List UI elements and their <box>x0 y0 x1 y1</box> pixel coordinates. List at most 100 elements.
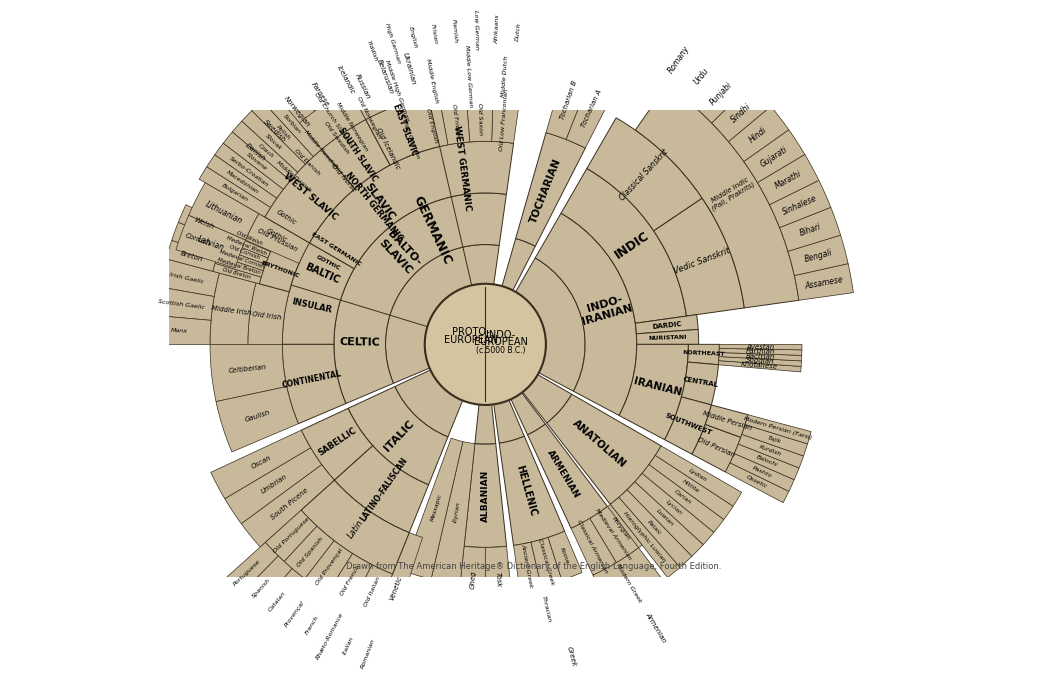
Text: Middle Persian: Middle Persian <box>701 410 752 431</box>
Wedge shape <box>794 264 854 300</box>
Text: EAST GERMANIC: EAST GERMANIC <box>310 231 361 266</box>
Wedge shape <box>215 542 278 605</box>
Wedge shape <box>282 344 346 424</box>
Text: SABELLIC: SABELLIC <box>316 426 358 458</box>
Wedge shape <box>635 85 799 308</box>
Text: Norwegian: Norwegian <box>282 95 311 128</box>
Wedge shape <box>189 182 259 240</box>
Text: Serbo-Croatian: Serbo-Croatian <box>228 155 270 187</box>
Wedge shape <box>230 556 292 620</box>
Text: Cornish: Cornish <box>184 233 211 247</box>
Text: Ossetic: Ossetic <box>746 475 768 490</box>
Text: Yiddish: Yiddish <box>365 39 378 62</box>
Text: IRANIAN: IRANIAN <box>632 376 683 398</box>
Text: Sindhi: Sindhi <box>729 102 753 125</box>
Text: Old Prussian: Old Prussian <box>257 227 298 252</box>
Text: Middle Swedish: Middle Swedish <box>304 129 339 170</box>
Wedge shape <box>485 546 513 613</box>
Text: Koine: Koine <box>559 546 569 565</box>
Wedge shape <box>431 441 475 584</box>
Wedge shape <box>406 141 514 205</box>
Text: Polish: Polish <box>275 125 291 142</box>
Text: Tajik: Tajik <box>767 435 782 444</box>
Wedge shape <box>743 129 805 182</box>
Text: Middle Indic
(Pali, Prakrits): Middle Indic (Pali, Prakrits) <box>707 175 756 212</box>
Text: INSULAR: INSULAR <box>291 297 333 315</box>
Text: Middle Danish: Middle Danish <box>275 160 312 193</box>
Text: Bengali: Bengali <box>803 248 833 264</box>
Text: Macedonian: Macedonian <box>225 170 259 195</box>
Wedge shape <box>665 397 712 454</box>
Wedge shape <box>225 448 322 524</box>
Wedge shape <box>247 283 289 344</box>
Wedge shape <box>396 10 428 66</box>
Text: Sorbian: Sorbian <box>282 114 303 135</box>
Text: Frisian: Frisian <box>429 23 438 45</box>
Wedge shape <box>494 400 525 443</box>
Wedge shape <box>200 167 271 217</box>
Wedge shape <box>241 464 335 547</box>
Wedge shape <box>332 104 371 150</box>
Wedge shape <box>528 424 607 528</box>
Text: Modern Persian (Farsi): Modern Persian (Farsi) <box>743 416 812 441</box>
Wedge shape <box>705 405 748 437</box>
Wedge shape <box>464 3 486 56</box>
Text: Vedic Sanskrit: Vedic Sanskrit <box>673 246 732 276</box>
Text: DARDIC: DARDIC <box>652 321 682 330</box>
Wedge shape <box>166 241 218 271</box>
Text: Illyrian: Illyrian <box>453 502 461 523</box>
Text: Bulgarian: Bulgarian <box>221 182 250 203</box>
Wedge shape <box>366 533 423 645</box>
Text: Avestan: Avestan <box>747 344 775 350</box>
Wedge shape <box>738 435 804 468</box>
Text: Belarusian: Belarusian <box>376 58 395 95</box>
Wedge shape <box>643 464 724 532</box>
Text: Old Breton: Old Breton <box>222 268 252 280</box>
Wedge shape <box>653 29 706 90</box>
Wedge shape <box>220 240 268 264</box>
Wedge shape <box>233 121 297 180</box>
Text: BRYTHONIC: BRYTHONIC <box>260 260 299 279</box>
Wedge shape <box>725 463 789 502</box>
Wedge shape <box>298 138 390 222</box>
Wedge shape <box>216 386 298 452</box>
Wedge shape <box>172 222 223 256</box>
Wedge shape <box>547 394 662 504</box>
Wedge shape <box>218 248 266 271</box>
Wedge shape <box>212 264 261 284</box>
Wedge shape <box>348 386 448 485</box>
Wedge shape <box>546 60 594 140</box>
Text: Hittite: Hittite <box>681 479 700 494</box>
Text: INDO-
IRANIAN: INDO- IRANIAN <box>578 292 634 327</box>
Wedge shape <box>587 118 702 231</box>
Wedge shape <box>464 443 507 547</box>
Text: Drawn from The American Heritage® Dictionary of the English Language, Fourth Edi: Drawn from The American Heritage® Dictio… <box>346 563 722 572</box>
Wedge shape <box>458 546 485 613</box>
Wedge shape <box>294 66 345 122</box>
Wedge shape <box>719 348 802 355</box>
Text: Celtiberian: Celtiberian <box>228 364 267 374</box>
Text: Sogdian: Sogdian <box>746 357 774 365</box>
Text: Messapic: Messapic <box>430 493 444 522</box>
Wedge shape <box>729 106 789 161</box>
Wedge shape <box>374 16 409 71</box>
Text: Romany: Romany <box>667 45 691 75</box>
Text: Tosk: Tosk <box>494 572 501 588</box>
Text: Palaic: Palaic <box>647 519 663 536</box>
Text: Old Frisian: Old Frisian <box>451 104 461 138</box>
Wedge shape <box>270 83 323 139</box>
Text: Dutch: Dutch <box>515 22 523 41</box>
Text: Old Welsh: Old Welsh <box>236 231 263 247</box>
Text: Breton: Breton <box>179 250 204 263</box>
Wedge shape <box>636 330 699 344</box>
Wedge shape <box>323 160 422 253</box>
Wedge shape <box>272 155 315 197</box>
Text: Slovene: Slovene <box>245 151 269 171</box>
Text: English: English <box>408 26 417 49</box>
Text: PROTO-: PROTO- <box>452 327 490 337</box>
Text: Danish: Danish <box>244 142 267 163</box>
Text: Ancient Greek: Ancient Greek <box>520 544 533 589</box>
Wedge shape <box>341 197 463 315</box>
Wedge shape <box>674 45 730 106</box>
Text: Modern Greek: Modern Greek <box>615 563 643 603</box>
